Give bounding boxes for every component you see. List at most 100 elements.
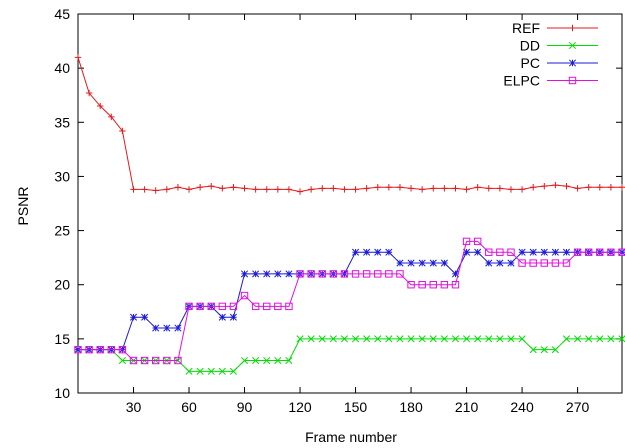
data-point	[407, 335, 415, 343]
data-point	[529, 248, 537, 256]
x-tick-label: 270	[566, 399, 590, 415]
series-pc	[74, 248, 625, 354]
data-point	[573, 248, 582, 256]
data-point	[96, 345, 104, 354]
data-point	[241, 185, 248, 192]
data-point	[363, 335, 371, 343]
y-tick-label: 45	[54, 6, 70, 22]
series-line-dd	[78, 338, 622, 372]
data-point	[307, 335, 315, 343]
data-point	[319, 185, 326, 192]
data-point	[374, 335, 382, 343]
data-point	[496, 248, 504, 256]
data-point	[485, 185, 492, 192]
data-point	[74, 54, 82, 61]
y-tick-label: 10	[54, 385, 70, 401]
data-point	[407, 185, 415, 192]
legend-marker-elpc	[568, 76, 577, 85]
data-point	[441, 185, 448, 192]
series-line-ref	[77, 57, 622, 193]
y-tick-label: 20	[54, 277, 70, 293]
data-point	[374, 270, 382, 278]
y-tick-label: 35	[54, 114, 70, 130]
data-point	[518, 248, 526, 256]
data-point	[252, 186, 259, 193]
data-point	[185, 186, 193, 193]
data-point	[274, 270, 282, 278]
data-point	[385, 335, 393, 343]
data-point	[541, 182, 548, 190]
data-point	[440, 281, 449, 289]
data-point	[163, 356, 171, 365]
data-point	[185, 302, 193, 311]
data-point	[507, 259, 515, 267]
data-point	[518, 259, 526, 267]
data-point	[329, 270, 338, 278]
data-point	[430, 185, 437, 192]
y-tick-label: 40	[54, 60, 70, 76]
data-point	[285, 186, 293, 193]
data-point	[263, 302, 271, 311]
data-point	[618, 184, 625, 191]
x-tick-label: 180	[399, 399, 423, 415]
data-point	[440, 335, 448, 343]
data-point	[584, 248, 593, 256]
data-point	[229, 302, 238, 311]
data-point	[252, 356, 260, 365]
data-point	[374, 184, 381, 191]
data-point	[507, 186, 515, 193]
data-point	[152, 187, 159, 194]
data-point	[418, 335, 426, 343]
legend-marker-pc	[568, 59, 577, 67]
data-point	[208, 182, 215, 190]
data-point	[163, 186, 171, 193]
x-axis-label: Frame number	[305, 429, 397, 445]
series-ref	[74, 54, 625, 195]
data-point	[174, 324, 182, 332]
data-point	[352, 186, 359, 193]
data-point	[551, 248, 559, 256]
data-point	[296, 335, 304, 343]
data-point	[507, 248, 515, 256]
data-point	[496, 335, 504, 343]
data-point	[474, 248, 482, 256]
data-point	[363, 248, 371, 256]
data-point	[129, 356, 138, 365]
data-point	[396, 335, 404, 343]
data-point	[118, 356, 126, 365]
data-point	[152, 324, 160, 332]
y-tick-label: 30	[54, 168, 70, 184]
data-point	[240, 291, 249, 300]
data-point	[230, 184, 237, 191]
data-point	[341, 186, 348, 193]
data-point	[285, 356, 293, 365]
data-point	[229, 313, 237, 321]
data-point	[585, 335, 593, 343]
data-point	[129, 313, 138, 321]
data-point	[473, 237, 482, 246]
data-point	[429, 335, 437, 343]
data-point	[529, 184, 537, 191]
data-point	[174, 184, 182, 191]
data-point	[196, 302, 204, 311]
data-point	[263, 356, 271, 365]
data-point	[529, 346, 537, 354]
data-point	[562, 248, 571, 256]
data-point	[296, 188, 304, 195]
data-point	[551, 346, 559, 354]
data-point	[462, 237, 471, 246]
data-point	[407, 281, 415, 289]
data-point	[218, 367, 226, 375]
data-point	[607, 335, 615, 343]
data-point	[274, 186, 282, 193]
data-point	[485, 259, 493, 267]
data-point	[396, 259, 404, 267]
data-point	[407, 259, 415, 267]
data-point	[485, 335, 493, 343]
plot-frame	[77, 13, 623, 394]
data-point	[263, 270, 271, 278]
data-point	[451, 270, 460, 278]
data-point	[429, 259, 437, 267]
